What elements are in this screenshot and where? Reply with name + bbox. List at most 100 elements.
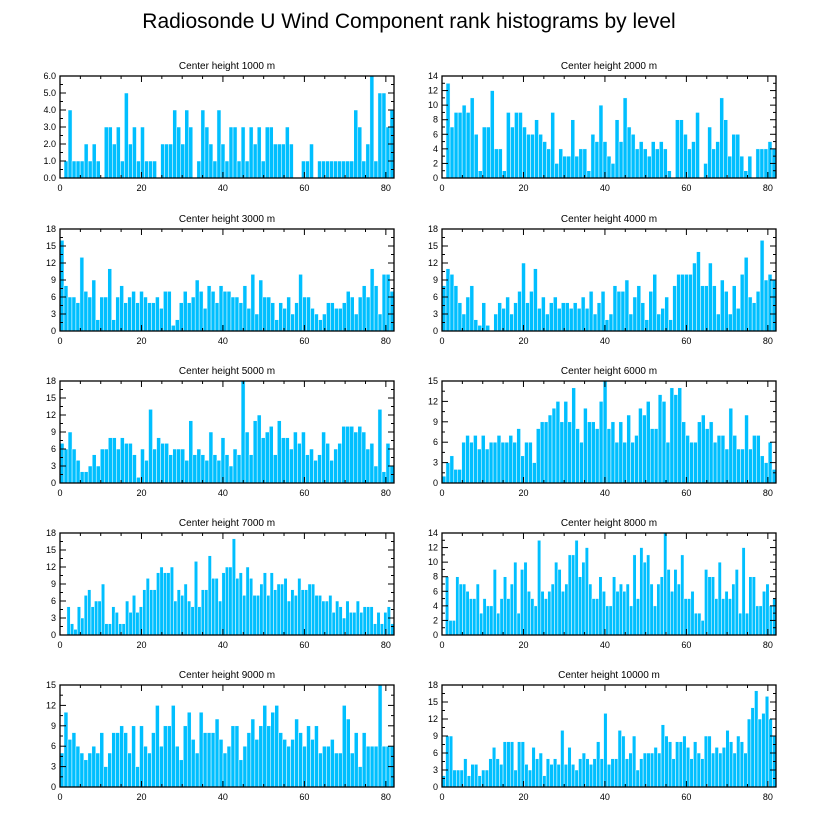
histogram-bar bbox=[632, 296, 638, 332]
histogram-bar bbox=[534, 119, 539, 179]
histogram-bar bbox=[522, 126, 527, 179]
histogram-bar bbox=[449, 126, 455, 179]
histogram-bar bbox=[305, 454, 310, 484]
histogram-bar bbox=[200, 109, 206, 179]
histogram-bar bbox=[727, 155, 732, 179]
x-tick-label: 80 bbox=[763, 792, 773, 802]
histogram-bar bbox=[488, 758, 493, 788]
histogram-bar bbox=[681, 421, 686, 484]
histogram-bar bbox=[568, 308, 574, 332]
histogram-bar bbox=[754, 690, 759, 788]
histogram-bar bbox=[493, 313, 498, 332]
histogram-bar bbox=[242, 595, 247, 636]
panel-title: Center height 9000 m bbox=[179, 670, 275, 681]
histogram-bar bbox=[167, 725, 172, 788]
histogram-bar bbox=[665, 441, 671, 484]
histogram-bar bbox=[708, 421, 714, 484]
histogram-bar bbox=[707, 126, 712, 179]
y-tick-label: 0 bbox=[51, 326, 56, 336]
histogram-bar bbox=[143, 296, 148, 332]
histogram-bar bbox=[238, 572, 243, 636]
histogram-bar bbox=[567, 747, 572, 788]
histogram-bar bbox=[131, 291, 136, 332]
histogram-bar bbox=[765, 583, 770, 636]
histogram-bar bbox=[172, 448, 177, 484]
histogram-bar bbox=[638, 407, 643, 484]
histogram-bar bbox=[718, 752, 723, 788]
histogram-bar bbox=[115, 296, 120, 332]
histogram-bar bbox=[218, 600, 223, 636]
histogram-bar bbox=[290, 739, 295, 788]
histogram-bar bbox=[732, 285, 737, 332]
histogram-bar bbox=[297, 578, 302, 636]
histogram-bar bbox=[270, 302, 275, 332]
histogram-bar bbox=[499, 598, 504, 636]
histogram-bar bbox=[298, 732, 303, 788]
histogram-bar bbox=[538, 134, 543, 179]
y-tick-label: 6 bbox=[433, 129, 438, 139]
histogram-bar bbox=[369, 745, 375, 788]
histogram-bar bbox=[246, 732, 252, 788]
histogram-bar bbox=[741, 547, 746, 636]
histogram-bar bbox=[639, 547, 644, 636]
histogram-bar bbox=[285, 437, 290, 484]
y-tick-label: 6 bbox=[433, 437, 438, 447]
histogram-bar bbox=[595, 598, 600, 636]
histogram-bar bbox=[190, 606, 195, 636]
histogram-bar bbox=[116, 126, 121, 179]
y-tick-label: 15 bbox=[46, 393, 56, 403]
y-tick-label: 15 bbox=[46, 680, 56, 690]
histogram-bar bbox=[672, 285, 677, 332]
histogram-bar bbox=[218, 739, 224, 788]
x-tick-label: 0 bbox=[439, 183, 444, 193]
histogram-bar bbox=[767, 274, 773, 332]
x-tick-label: 80 bbox=[381, 336, 391, 346]
histogram-bar bbox=[635, 769, 640, 788]
histogram-bar bbox=[274, 705, 279, 788]
histogram-bar bbox=[232, 126, 238, 179]
x-tick-label: 60 bbox=[299, 336, 309, 346]
histogram-bar bbox=[494, 148, 499, 179]
y-tick-label: 3 bbox=[433, 458, 438, 468]
histogram-bar bbox=[584, 308, 590, 332]
y-tick-label: 6 bbox=[433, 586, 438, 596]
histogram-bar bbox=[143, 745, 148, 788]
histogram-bar bbox=[230, 725, 236, 788]
histogram-bar bbox=[682, 735, 687, 788]
histogram-bar bbox=[591, 598, 596, 636]
histogram-bar bbox=[313, 460, 318, 484]
y-tick-label: 6 bbox=[51, 596, 56, 606]
histogram-bar bbox=[155, 705, 160, 788]
histogram-bar bbox=[680, 554, 685, 636]
histogram-bar bbox=[123, 732, 128, 788]
histogram-bar bbox=[306, 296, 311, 332]
histogram-bar bbox=[586, 170, 592, 179]
y-tick-label: 18 bbox=[428, 224, 438, 234]
histogram-bar bbox=[83, 143, 89, 179]
histogram-bar bbox=[179, 302, 184, 332]
histogram-bar bbox=[721, 598, 726, 636]
histogram-bar bbox=[560, 730, 565, 788]
y-tick-label: 12 bbox=[46, 410, 56, 420]
histogram-bar bbox=[270, 711, 275, 788]
y-tick-label: 18 bbox=[46, 528, 56, 538]
y-tick-label: 0 bbox=[51, 478, 56, 488]
histogram-bar bbox=[104, 448, 109, 484]
histogram-bar bbox=[294, 302, 299, 332]
histogram-bar bbox=[554, 561, 559, 636]
histogram-bar bbox=[136, 477, 141, 484]
histogram-bar bbox=[273, 589, 278, 636]
histogram-bar bbox=[622, 591, 627, 636]
histogram-bar bbox=[127, 752, 132, 788]
histogram-bar bbox=[273, 143, 278, 179]
histogram-bar bbox=[278, 302, 283, 332]
x-tick-label: 0 bbox=[439, 640, 444, 650]
x-tick-label: 20 bbox=[518, 792, 528, 802]
histogram-bar bbox=[714, 747, 719, 788]
histogram-bar bbox=[225, 566, 229, 636]
histogram-bar bbox=[83, 471, 89, 484]
histogram-bar bbox=[104, 126, 109, 179]
histogram-bar bbox=[228, 566, 233, 636]
histogram-bar bbox=[461, 104, 467, 179]
histogram-bar bbox=[486, 126, 491, 179]
